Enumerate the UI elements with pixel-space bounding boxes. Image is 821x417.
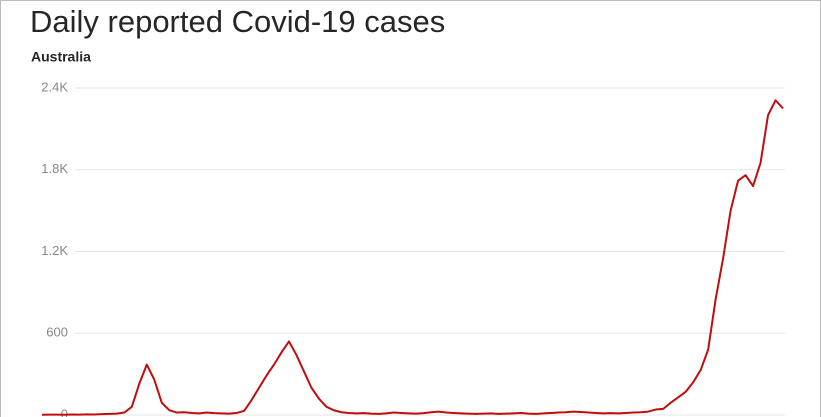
y-tick-label: 600 [46, 325, 68, 340]
y-tick-label: 0 [61, 406, 68, 417]
chart-title: Daily reported Covid-19 cases [30, 4, 445, 39]
chart-subtitle: Australia [31, 49, 91, 65]
y-tick-label: 1.8K [41, 161, 68, 176]
y-tick-label: 1.2K [41, 243, 68, 258]
line [41, 99, 784, 416]
y-tick-label: 2.4K [41, 79, 68, 94]
